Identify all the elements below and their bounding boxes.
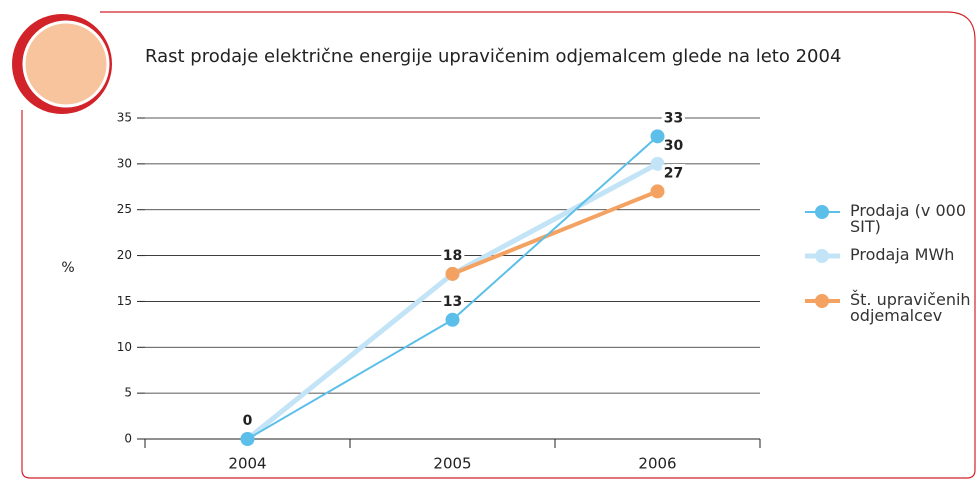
frame [21,11,976,479]
y-tick-label: 25 [117,202,132,216]
data-label: 18 [443,248,462,264]
data-label: 18 [443,248,462,264]
legend-marker [815,249,829,263]
chart-title: Rast prodaje električne energije upravič… [145,46,841,67]
y-tick-label: 5 [124,386,132,400]
badge [22,20,110,108]
series-line [246,135,659,440]
data-label: 33 [664,110,683,126]
point [240,432,255,446]
point [445,266,460,281]
legend-marker [815,205,829,219]
point [650,184,665,199]
x-tick-label: 2005 [433,455,471,473]
y-tick-label: 10 [117,340,132,354]
legend-label: Prodaja MWh [850,245,955,264]
y-tick-label: 0 [124,432,132,446]
y-tick-label: 15 [117,294,132,308]
data-label: 13 [443,294,462,310]
legend-marker [815,294,829,308]
y-tick-label: 20 [117,248,132,262]
series-line [451,189,659,276]
point [650,129,665,144]
y-axis-label: % [61,260,74,276]
y-tick-label: 35 [117,111,132,125]
legend-label: Prodaja (v 000 SIT) [850,201,967,236]
legend-label: Št. upravičenih odjemalcev [850,290,971,325]
data-label: 30 [664,138,684,154]
y-tick-label: 30 [117,156,132,170]
point [445,312,460,327]
x-tick-label: 2006 [638,455,676,473]
point [650,156,665,171]
data-label: 0 [243,413,253,429]
data-label: 27 [664,165,683,181]
x-tick-label: 2004 [228,455,266,473]
data-label: 0 [243,413,253,429]
